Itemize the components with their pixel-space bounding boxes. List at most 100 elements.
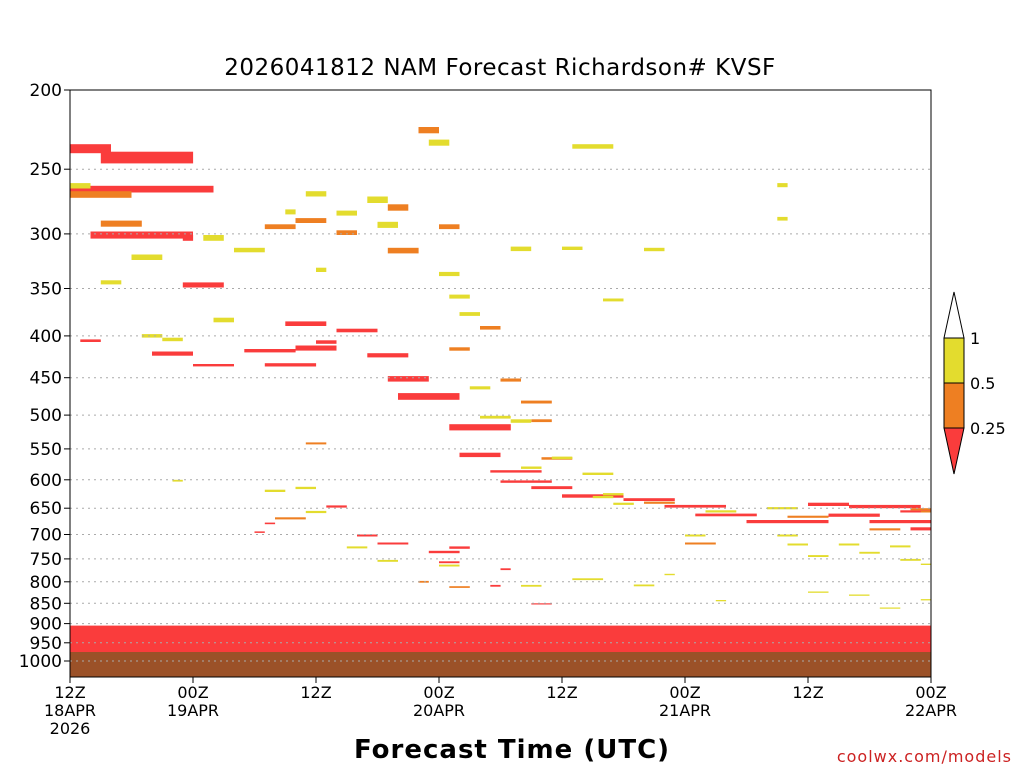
heatmap-cell — [193, 364, 234, 367]
heatmap-cell — [387, 376, 429, 382]
heatmap-cell — [808, 591, 829, 593]
heatmap-cell — [172, 479, 183, 482]
heatmap-cell — [900, 510, 931, 513]
heatmap-cell — [264, 363, 317, 367]
x-tick-label: 2026 — [50, 719, 91, 738]
legend-label: 1 — [970, 329, 980, 348]
heatmap-cell — [285, 321, 327, 326]
heatmap-cell — [531, 419, 552, 423]
heatmap-cell — [264, 522, 276, 525]
y-axis: 200 250 300 350 400 450 500 550 600 650 700 750 8008… — [19, 81, 70, 672]
x-tick-label: 18APR — [44, 701, 96, 720]
heatmap-cell — [316, 340, 337, 344]
y-tick-label: 850 — [30, 594, 62, 614]
heatmap-cell — [459, 312, 480, 316]
heatmap-cell — [100, 280, 122, 285]
heatmap-cell — [100, 220, 142, 227]
heatmap-cell — [920, 510, 931, 513]
heatmap-cell — [70, 191, 132, 198]
heatmap-cell — [490, 470, 542, 473]
legend-swatch — [943, 337, 965, 384]
y-tick-label: 500 — [30, 406, 62, 426]
heatmap-cell — [131, 254, 163, 260]
x-tick-label: 12Z — [792, 683, 823, 702]
surface-layer — [70, 625, 931, 677]
plot-frame — [69, 89, 932, 678]
heatmap-cell — [439, 564, 460, 567]
heatmap-cell — [531, 603, 552, 605]
heatmap-cell — [387, 204, 409, 211]
heatmap-cell — [572, 144, 614, 149]
heatmap-cell — [295, 486, 316, 490]
x-tick-label: 12Z — [54, 683, 85, 702]
heatmap-cell — [603, 493, 624, 496]
heatmap-cell — [777, 216, 788, 221]
heatmap-cell — [859, 551, 880, 554]
heatmap-cell — [869, 528, 901, 531]
y-tick-label: 450 — [30, 369, 62, 389]
heatmap-cell — [705, 510, 737, 513]
heatmap-cell — [305, 510, 327, 514]
heatmap-cell — [562, 494, 624, 498]
heatmap-cell — [336, 230, 357, 235]
y-tick-label: 300 — [30, 225, 62, 245]
heatmap-cell — [787, 515, 829, 518]
y-tick-label: 650 — [30, 499, 62, 519]
heatmap-cell — [644, 501, 675, 504]
heatmap-cell — [633, 584, 655, 587]
x-tick-label: 00Z — [177, 683, 208, 702]
y-tick-label: 900 — [30, 615, 62, 635]
heatmap-cell — [70, 183, 91, 189]
heatmap-cell — [510, 419, 532, 423]
heatmap-cell — [500, 568, 511, 571]
heatmap-cell — [275, 517, 306, 520]
heatmap-cell — [469, 386, 491, 390]
heatmap-cell — [777, 183, 788, 188]
credit-text[interactable]: coolwx.com/models — [837, 747, 1012, 766]
gridlines — [70, 89, 931, 662]
heatmap-cell — [305, 442, 327, 445]
heatmap-cell — [890, 545, 911, 548]
heatmap-cell — [357, 534, 378, 537]
heatmap-cell — [264, 224, 296, 230]
y-tick-label: 800 — [30, 573, 62, 593]
heatmap-cell — [562, 246, 583, 250]
x-tick-label: 20APR — [413, 701, 465, 720]
heatmap-cell — [838, 543, 860, 546]
heatmap-cell — [439, 224, 460, 230]
heatmap-cell — [418, 127, 439, 134]
boundary-layer-band — [70, 625, 931, 652]
heatmap-cell — [572, 578, 604, 581]
legend: 1 0.5 0.25 — [943, 291, 1006, 475]
x-tick-label: 00Z — [669, 683, 700, 702]
heatmap-cell — [920, 563, 931, 565]
heatmap-cell — [152, 351, 193, 356]
legend-swatch — [943, 382, 965, 429]
heatmap-cell — [316, 267, 327, 272]
heatmap-cell — [367, 353, 409, 358]
heatmap-cell — [582, 472, 614, 475]
legend-above-triangle — [943, 291, 965, 339]
heatmap-cell — [90, 231, 193, 239]
x-tick-label: 00Z — [423, 683, 454, 702]
legend-label: 0.5 — [970, 374, 995, 393]
heatmap-cell — [295, 218, 327, 223]
heatmap-cell — [234, 247, 265, 253]
heatmap-cell — [418, 580, 429, 583]
heatmap-cell — [285, 209, 296, 215]
heatmap-cell — [828, 513, 880, 517]
legend-label: 0.25 — [970, 419, 1006, 438]
heatmap-cell — [70, 144, 111, 154]
heatmap-cell — [439, 561, 460, 564]
heatmap-cell — [213, 317, 234, 323]
heatmap-cell — [767, 507, 798, 510]
heatmap-cell — [685, 542, 716, 545]
y-tick-label: 1000 — [19, 652, 62, 672]
heatmap-cell — [490, 584, 501, 587]
heatmap-cell — [480, 415, 511, 419]
legend-below-triangle — [943, 427, 965, 475]
heatmap-cell — [70, 185, 214, 193]
heatmap-cell — [613, 502, 634, 505]
heatmap-cell — [449, 586, 470, 588]
